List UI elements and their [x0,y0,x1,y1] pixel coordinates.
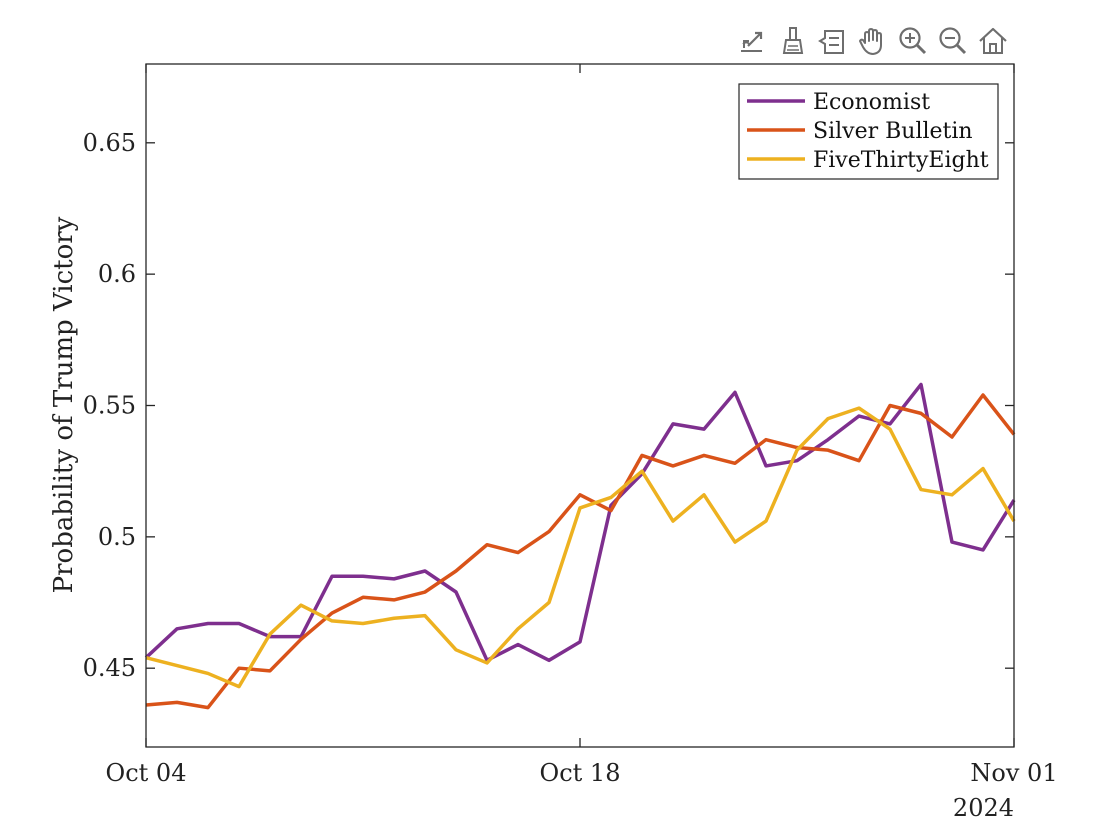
zoom-in-icon [899,27,927,55]
y-tick-label: 0.45 [83,654,136,682]
pan-button[interactable] [854,22,892,60]
legend-label: FiveThirtyEight [813,148,989,173]
home-button[interactable] [974,22,1012,60]
export-icon [741,31,763,52]
x-tick-label: Oct 04 [106,759,187,787]
export-button[interactable] [734,22,772,60]
datatip-button[interactable] [814,22,852,60]
x-tick-label: Oct 18 [540,759,621,787]
zoom-out-button[interactable] [934,22,972,60]
y-tick-label: 0.65 [83,129,136,157]
x-axis-year-label: 2024 [953,794,1014,822]
pan-icon [859,28,882,55]
y-tick-label: 0.6 [98,260,136,288]
brush-icon [782,27,804,54]
home-icon [979,27,1007,54]
legend-label: Silver Bulletin [813,119,973,144]
zoom-out-icon [939,27,967,55]
brush-button[interactable] [774,22,812,60]
y-tick-label: 0.5 [98,523,136,551]
series-layer [144,382,1016,710]
y-tick-label: 0.55 [83,392,136,420]
y-axis-label: Probability of Trump Victory [49,216,79,593]
axes-layer: 0.45 0.5 0.55 0.6 0.65 Oct 04 Oct 18 Nov 01 [83,63,1058,787]
axes-toolbar [734,22,1014,60]
zoom-in-button[interactable] [894,22,932,60]
x-tick-label: Nov 01 [970,759,1057,787]
legend-label: Economist [813,90,930,115]
labels-layer: Probability of Trump Victory 2024 [49,216,1014,822]
legend: Economist Silver Bulletin FiveThirtyEight [738,83,999,180]
datatip-icon [818,30,844,54]
